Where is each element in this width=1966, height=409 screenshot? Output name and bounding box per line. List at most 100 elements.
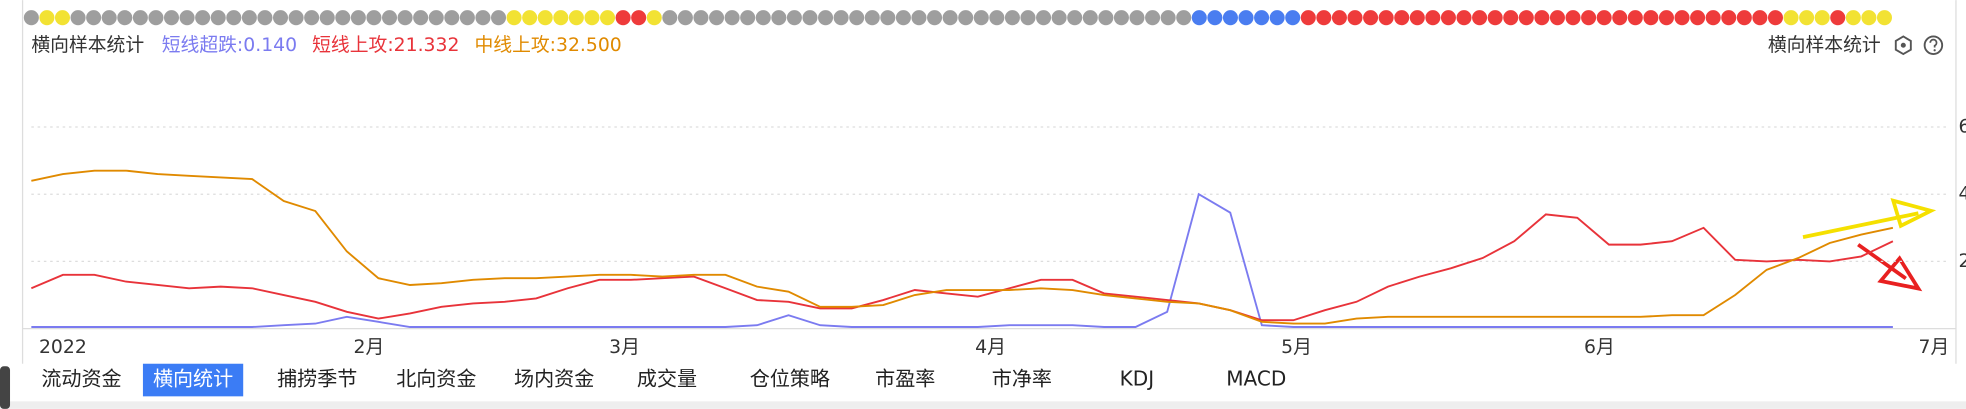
status-dot [272, 10, 289, 26]
status-dot [631, 10, 647, 26]
tab[interactable]: 北向资金 [396, 367, 476, 391]
status-dot [537, 10, 553, 26]
status-dot [1612, 10, 1628, 26]
status-dot [1363, 10, 1379, 26]
status-dot [1051, 10, 1067, 26]
status-dot [117, 10, 133, 26]
series-line [30, 213, 1894, 322]
status-dot [70, 10, 86, 26]
status-dot [662, 10, 678, 26]
status-dot [1004, 10, 1020, 26]
tab-label[interactable]: 成交量 [637, 367, 697, 391]
tab-label[interactable]: 北向资金 [396, 367, 476, 391]
tab-label[interactable]: 场内资金 [514, 367, 594, 391]
status-dot [1534, 10, 1550, 26]
side-handle [0, 366, 11, 409]
tab-label[interactable]: 流动资金 [41, 367, 121, 391]
help-icon[interactable] [1923, 35, 1944, 55]
status-dot [1487, 10, 1503, 26]
status-dot [1876, 10, 1892, 26]
status-dot [1721, 10, 1737, 26]
tab[interactable]: 仓位策略 [750, 367, 830, 391]
status-dot [350, 10, 366, 26]
tab-label[interactable]: 仓位策略 [750, 367, 830, 391]
status-dot [646, 10, 662, 26]
status-dot [428, 10, 444, 26]
status-dot [1830, 10, 1846, 26]
tab[interactable]: 捕捞季节 [277, 367, 357, 391]
status-dot [1736, 10, 1752, 26]
status-dot [1145, 10, 1161, 26]
status-dot [1331, 10, 1347, 26]
legend-entry: 中线上攻:32.500 [474, 34, 621, 56]
tab-active-bg [142, 363, 244, 397]
status-dot [459, 10, 475, 26]
status-dot [1783, 10, 1799, 26]
status-dot [1160, 10, 1176, 26]
status-dot [522, 10, 538, 26]
status-dot [942, 10, 958, 26]
status-dot [911, 10, 927, 26]
side-title[interactable]: 横向样本统计 [1768, 34, 1881, 56]
status-dot [1254, 10, 1270, 26]
tab-label[interactable]: 市盈率 [875, 367, 935, 391]
status-dot [1082, 10, 1098, 26]
status-dot [1565, 10, 1581, 26]
status-dot [1129, 10, 1145, 26]
status-dot [989, 10, 1005, 26]
series-line [31, 169, 1894, 325]
tab-label[interactable]: 捕捞季节 [277, 367, 357, 391]
tab[interactable]: 场内资金 [514, 367, 594, 391]
status-dot [755, 10, 771, 26]
status-dot [475, 10, 491, 26]
tab[interactable]: KDJ [1120, 367, 1155, 391]
status-dot [709, 10, 725, 26]
tab-label[interactable]: MACD [1226, 367, 1286, 391]
status-dot [1799, 10, 1815, 26]
x-tick-label: 3月 [609, 337, 640, 358]
status-dot [1549, 10, 1565, 26]
settings-icon[interactable] [1894, 35, 1912, 56]
status-dot [1316, 10, 1332, 26]
status-dot [1596, 10, 1612, 26]
tab[interactable]: 成交量 [637, 367, 697, 391]
status-dot [1238, 10, 1254, 26]
tab-label[interactable]: KDJ [1120, 367, 1155, 391]
status-dot [148, 10, 164, 26]
status-dot [1098, 10, 1114, 26]
bottom-band [0, 401, 1966, 409]
status-dot [1456, 10, 1472, 26]
status-dot [927, 10, 943, 26]
tab-label[interactable]: 市净率 [992, 367, 1052, 391]
tab[interactable]: 市净率 [992, 367, 1052, 391]
status-dot [1705, 10, 1721, 26]
status-dot [1690, 10, 1706, 26]
status-dot [1627, 10, 1643, 26]
status-dot [288, 10, 304, 26]
status-dot [849, 10, 865, 26]
tab-label[interactable]: 横向统计 [153, 367, 233, 391]
status-dot [1440, 10, 1456, 26]
status-dot [1425, 10, 1441, 26]
status-dot [677, 10, 693, 26]
status-dot [740, 10, 756, 26]
y-tick-label: 6 [1958, 117, 1966, 138]
status-dot [1176, 10, 1192, 26]
x-tick-label: 5月 [1281, 337, 1312, 358]
y-tick-label: 4 [1958, 184, 1966, 205]
tab[interactable]: 市盈率 [875, 367, 935, 391]
tab[interactable]: 横向统计 [142, 363, 244, 397]
status-dot [397, 10, 413, 26]
status-dot [1503, 10, 1519, 26]
tab[interactable]: MACD [1226, 367, 1286, 391]
status-dot [366, 10, 382, 26]
x-tick-label: 2月 [354, 337, 385, 358]
tab[interactable]: 流动资金 [41, 367, 121, 391]
status-dot [319, 10, 335, 26]
status-dot [335, 10, 351, 26]
status-dot [444, 10, 460, 26]
status-dot [210, 10, 226, 26]
chart-title: 横向样本统计 [31, 34, 144, 56]
status-dot [958, 10, 974, 26]
